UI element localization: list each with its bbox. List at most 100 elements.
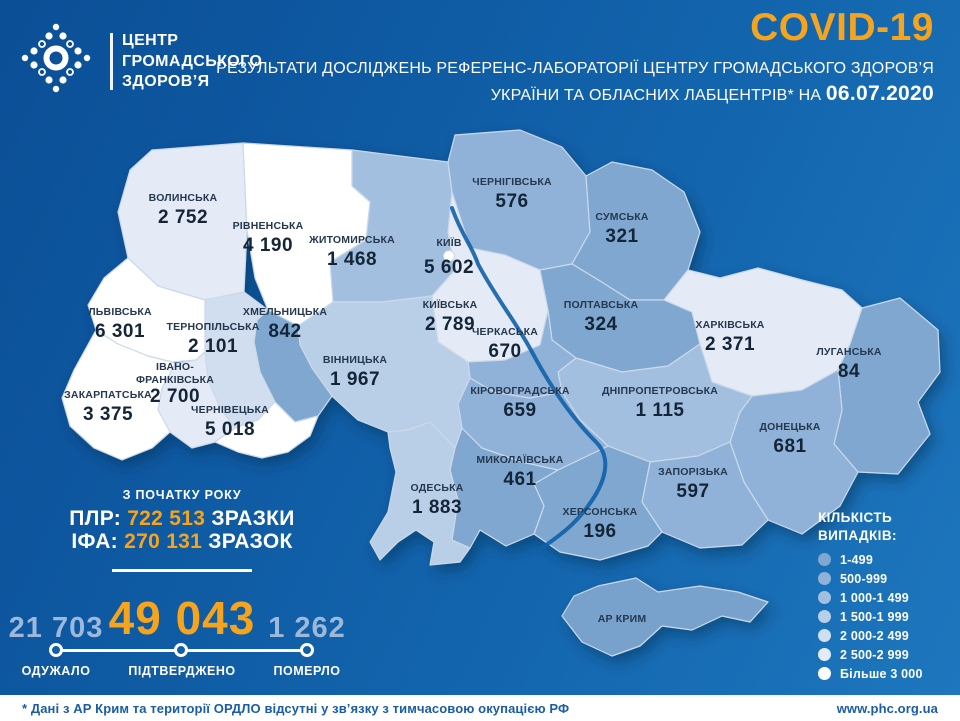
legend-title-line1: КІЛЬКІСТЬ	[818, 510, 893, 525]
region-value-volyn: 2 752	[158, 207, 208, 228]
confirmed-label: ПІДТВЕРДЖЕНО	[128, 664, 236, 678]
report-date: 06.07.2020	[825, 82, 934, 105]
legend-title: КІЛЬКІСТЬ ВИПАДКІВ:	[818, 509, 923, 545]
tests-value: 722 513	[127, 507, 206, 530]
page-title: COVID-19	[750, 6, 934, 49]
region-value-sumy: 321	[605, 226, 638, 247]
tests-prefix: ІФА:	[71, 530, 118, 553]
tests-suffix: ЗРАЗОК	[208, 530, 293, 553]
divider-line	[112, 569, 252, 572]
region-label-zaporizhzhia: ЗАПОРІЗЬКА	[658, 466, 728, 478]
dnipro-river	[450, 206, 608, 550]
recovered-dot	[48, 643, 63, 657]
region-value-rivne: 4 190	[243, 235, 293, 256]
legend-item-label: 1 500-1 999	[840, 609, 909, 624]
region-value-kharkiv: 2 371	[705, 334, 755, 355]
tests-summary: З ПОЧАТКУ РОКУ ПЛР: 722 513 ЗРАЗКИ ІФА: …	[52, 488, 312, 572]
region-label-dnipro: ДНІПРОПЕТРОВСЬКА	[602, 385, 718, 397]
died-dot	[299, 643, 314, 657]
region-value-kirovohrad: 659	[503, 400, 536, 421]
region-label-crimea: АР КРИМ	[598, 613, 647, 625]
region-odesa	[369, 421, 471, 566]
region-label-vinnytsia: ВІННИЦЬКА	[323, 354, 387, 366]
legend-dot	[818, 667, 831, 680]
legend-dot	[818, 648, 831, 661]
legend-items: 1-499 500-999 1 000-1 499 1 500-1 999 2 000-…	[818, 552, 923, 681]
region-label-luhansk: ЛУГАНСЬКА	[816, 346, 881, 358]
region-label-chernihiv: ЧЕРНІГІВСЬКА	[472, 176, 552, 188]
legend-title-line2: ВИПАДКІВ:	[818, 528, 897, 543]
region-value-chernihiv: 576	[495, 191, 528, 212]
region-label-chernivtsi: ЧЕРНІВЕЦЬКА	[191, 404, 269, 416]
tests-row-ifa: ІФА: 270 131 ЗРАЗОК	[52, 530, 312, 553]
recovered-label: ОДУЖАЛО	[21, 664, 91, 678]
recovered-count: 21 703	[8, 612, 104, 644]
region-label-donetsk: ДОНЕЦЬКА	[759, 421, 820, 433]
region-value-vinnytsia: 1 967	[330, 369, 380, 390]
region-label-kirovohrad: КІРОВОГРАДСЬКА	[470, 385, 569, 397]
region-value-zakarpattia: 3 375	[83, 404, 133, 425]
region-value-kyiv_city: 5 602	[424, 257, 474, 278]
region-label-odesa: ОДЕСЬКА	[410, 482, 463, 494]
region-value-khmelnytskyi: 842	[268, 321, 301, 342]
died-count: 1 262	[268, 612, 346, 644]
region-zakarpattia	[61, 329, 176, 461]
region-chernivtsi	[214, 401, 319, 459]
legend: КІЛЬКІСТЬ ВИПАДКІВ: 1-499 500-999 1 000-1 …	[818, 509, 923, 686]
legend-item-label: 1-499	[840, 552, 873, 567]
tests-row-plr: ПЛР: 722 513 ЗРАЗКИ	[52, 507, 312, 530]
legend-dot	[818, 610, 831, 623]
subtitle-line1: РЕЗУЛЬТАТИ ДОСЛІДЖЕНЬ РЕФЕРЕНС-ЛАБОРАТОР…	[216, 60, 934, 77]
legend-item-label: 1 000-1 499	[840, 590, 909, 605]
region-value-zaporizhzhia: 597	[676, 481, 709, 502]
region-value-ivano: 2 700	[150, 386, 200, 407]
region-value-kyiv_ob: 2 789	[425, 314, 475, 335]
phc-logo-icon	[21, 23, 91, 93]
region-value-donetsk: 681	[773, 436, 806, 457]
region-label-kyiv_ob: КИЇВСЬКА	[423, 298, 478, 311]
region-value-chernivtsi: 5 018	[205, 419, 255, 440]
region-value-poltava: 324	[584, 314, 617, 335]
legend-dot	[818, 553, 831, 566]
subtitle-line2: УКРАЇНИ ТА ОБЛАСНИХ ЛАБЦЕНТРІВ* НА 06.07…	[216, 82, 934, 106]
region-label-volyn: ВОЛИНСЬКА	[149, 192, 218, 204]
legend-item-label: 2 000-2 499	[840, 628, 909, 643]
region-value-odesa: 1 883	[412, 497, 462, 518]
region-cherkasy	[467, 309, 577, 399]
region-label-zakarpattia: ЗАКАРПАТСЬКА	[64, 389, 152, 401]
region-value-cherkasy: 670	[488, 341, 521, 362]
tests-prefix: ПЛР:	[69, 507, 122, 530]
legend-item: 1-499	[818, 552, 923, 567]
tests-title: З ПОЧАТКУ РОКУ	[122, 488, 242, 502]
region-label-ivano: ІВАНО-ФРАНКІВСЬКА	[136, 361, 214, 386]
region-value-dnipro: 1 115	[636, 400, 685, 421]
legend-item-label: 500-999	[840, 571, 888, 586]
region-value-ternopil: 2 101	[188, 336, 238, 357]
region-label-rivne: РІВНЕНСЬКА	[233, 220, 304, 232]
region-label-lviv: ЛЬВІВСЬКА	[88, 306, 152, 318]
region-label-sumy: СУМСЬКА	[595, 211, 648, 223]
region-value-luhansk: 84	[838, 361, 860, 382]
region-label-ternopil: ТЕРНОПІЛЬСЬКА	[166, 321, 259, 333]
legend-item: 1 000-1 499	[818, 590, 923, 605]
kyiv-city-marker	[443, 250, 455, 262]
region-label-kyiv_city: КИЇВ	[436, 236, 461, 249]
tests-suffix: ЗРАЗКИ	[211, 507, 295, 530]
legend-item: 500-999	[818, 571, 923, 586]
legend-item-label: Більше 3 000	[840, 666, 923, 681]
legend-item-label: 2 500-2 999	[840, 647, 909, 662]
subtitle-line2-text: УКРАЇНИ ТА ОБЛАСНИХ ЛАБЦЕНТРІВ* НА	[490, 87, 826, 104]
region-crimea	[561, 577, 769, 657]
footer: * Дані з АР Крим та території ОРДЛО відс…	[0, 695, 960, 721]
footer-url[interactable]: www.phc.org.ua	[836, 700, 938, 716]
legend-item: 2 500-2 999	[818, 647, 923, 662]
region-label-zhytomyr: ЖИТОМИРСЬКА	[308, 234, 395, 246]
legend-item: Більше 3 000	[818, 666, 923, 681]
region-value-zhytomyr: 1 468	[327, 249, 377, 270]
region-label-poltava: ПОЛТАВСЬКА	[564, 299, 639, 311]
confirmed-count: 49 043	[108, 592, 256, 644]
region-label-mykolaiv: МИКОЛАЇВСЬКА	[476, 453, 563, 466]
subtitle: РЕЗУЛЬТАТИ ДОСЛІДЖЕНЬ РЕФЕРЕНС-ЛАБОРАТОР…	[216, 60, 934, 106]
